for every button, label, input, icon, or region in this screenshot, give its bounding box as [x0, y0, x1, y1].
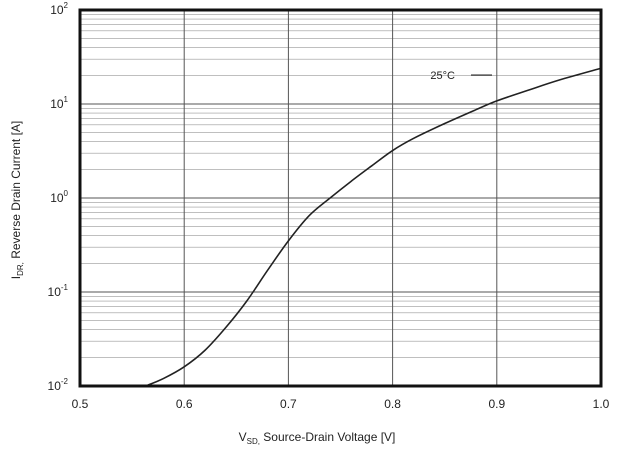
x-axis-label-main: V: [239, 430, 247, 444]
x-axis-label: VSD, Source-Drain Voltage [V]: [239, 430, 396, 446]
x-tick-label: 0.5: [72, 397, 89, 411]
temperature-annotation: 25°C: [430, 70, 492, 82]
y-axis-label-sub: DR,: [16, 262, 25, 276]
x-tick-label: 0.6: [176, 397, 193, 411]
y-tick-exponent: 2: [64, 1, 69, 10]
plot-frame: [78, 8, 603, 388]
series-line-25c: [145, 67, 602, 387]
x-tick-labels: 0.5 0.6 0.7 0.8 0.9 1.0: [72, 397, 610, 411]
y-tick-base: 10: [50, 191, 64, 205]
y-axis-label-main: I: [9, 276, 23, 279]
y-tick-label: 102: [50, 1, 68, 17]
y-tick-exponent: 1: [64, 95, 69, 104]
y-tick-label: 101: [50, 95, 68, 111]
x-axis-label-sub: SD,: [247, 437, 260, 446]
x-tick-label: 0.8: [384, 397, 401, 411]
y-tick-label: 10-1: [48, 283, 69, 299]
y-tick-exponent: -1: [61, 283, 69, 292]
y-tick-label: 10-2: [48, 377, 69, 393]
x-tick-label: 1.0: [593, 397, 610, 411]
x-tick-label: 0.7: [280, 397, 297, 411]
minor-gridlines: [80, 14, 601, 359]
y-axis-label: IDR, Reverse Drain Current [A]: [9, 121, 25, 280]
y-tick-base: 10: [48, 379, 62, 393]
y-tick-base: 10: [48, 285, 62, 299]
y-axis-label-rest: Reverse Drain Current [A]: [9, 121, 23, 262]
annotation-label: 25°C: [430, 70, 455, 82]
y-tick-exponent: -2: [61, 377, 69, 386]
y-tick-label: 100: [50, 189, 68, 205]
y-tick-base: 10: [50, 97, 64, 111]
x-axis-label-rest: Source-Drain Voltage [V]: [260, 430, 395, 444]
x-tick-label: 0.9: [488, 397, 505, 411]
y-tick-base: 10: [50, 3, 64, 17]
y-tick-exponent: 0: [64, 189, 69, 198]
